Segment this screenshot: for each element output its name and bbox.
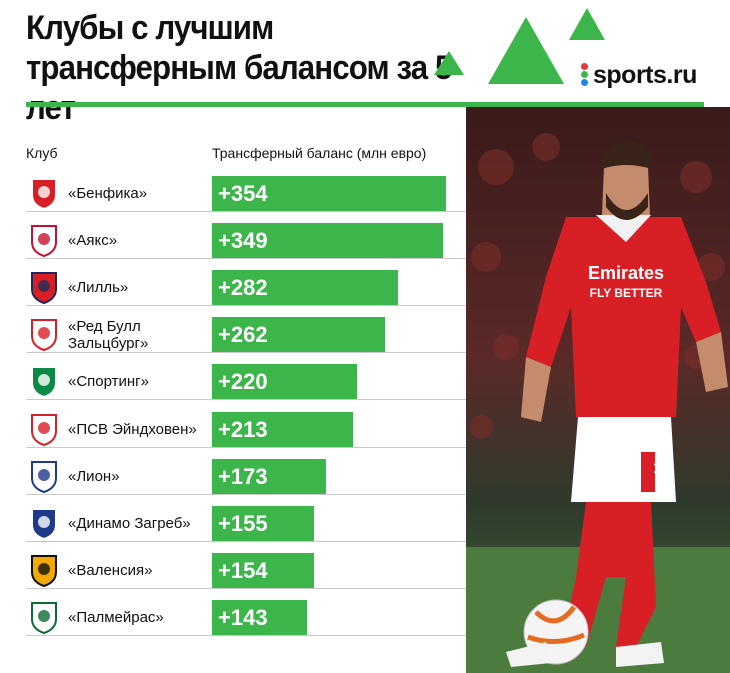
lille-logo-icon (26, 269, 62, 305)
chart-row: «Бенфика» +354 (26, 165, 466, 212)
shirt-sponsor-text: Emirates (588, 263, 664, 283)
brand-logo: sports.ru (580, 60, 697, 90)
chart-title: Клубы с лучшим трансферным балансом за 5… (26, 9, 452, 127)
ajax-logo-icon (26, 222, 62, 258)
chart-row: «Палмейрас» +143 (26, 589, 466, 636)
bar (212, 223, 443, 260)
club-name: «Бенфика» (68, 185, 147, 202)
row-divider (26, 540, 466, 542)
club-column-header: Клуб (26, 145, 58, 161)
benfica-logo-icon (26, 175, 62, 211)
row-divider (26, 446, 466, 448)
psv-logo-icon (26, 411, 62, 447)
bar (212, 317, 385, 354)
sporting-logo-icon (26, 363, 62, 399)
bar-value-label: +220 (218, 369, 268, 395)
row-divider (26, 493, 466, 495)
chart-row: «Ред Булл Зальцбург» +262 (26, 306, 466, 354)
club-name-line: «ПСВ Эйндховен» (68, 420, 197, 438)
bar (212, 599, 307, 636)
shorts-number-text: 14 (653, 460, 671, 477)
club-name-line: «Спортинг» (68, 373, 149, 391)
bar-value-label: +213 (218, 416, 268, 442)
bar-value-label: +282 (218, 275, 268, 301)
palmeiras-logo-icon (26, 599, 62, 635)
bar-value-label: +154 (218, 557, 268, 583)
row-divider (26, 399, 466, 401)
club-name: «Лилль» (68, 279, 128, 296)
bar (212, 364, 357, 401)
row-divider (26, 258, 466, 260)
club-name-line: «Лилль» (68, 279, 129, 297)
club-name-line: Зальцбург» (68, 335, 149, 353)
row-divider (26, 211, 466, 212)
triangle-decor-large (488, 17, 564, 84)
lyon-logo-icon (26, 458, 62, 494)
row-divider (26, 305, 466, 307)
balance-column-header: Трансферный баланс (млн евро) (212, 145, 427, 161)
player-photo-illustration: Emirates FLY BETTER 14 (466, 107, 730, 673)
club-name-line: «Лион» (68, 467, 120, 485)
triangle-decor-top (569, 8, 605, 40)
player-photo: Emirates FLY BETTER 14 (466, 107, 730, 673)
bar (212, 458, 326, 495)
club-name-line: «Аякс» (68, 232, 118, 250)
club-name: «Лион» (68, 468, 120, 485)
club-name: «Динамо Загреб» (68, 515, 191, 532)
brand-dots-icon (580, 62, 589, 88)
chart-row: «Лион» +173 (26, 448, 466, 495)
chart-row: «Лилль» +282 (26, 259, 466, 307)
chart-row: «Аякс» +349 (26, 212, 466, 260)
bar-value-label: +173 (218, 463, 268, 489)
salzburg-logo-icon (26, 316, 62, 352)
bar (212, 411, 353, 448)
club-name-line: «Валенсия» (68, 561, 153, 579)
club-name-line: «Бенфика» (68, 185, 148, 202)
bar-value-label: +262 (218, 322, 268, 348)
row-divider (26, 634, 466, 636)
bar-value-label: +354 (218, 181, 268, 206)
header-divider (26, 102, 704, 107)
club-name: «Аякс» (68, 232, 117, 249)
row-divider (26, 587, 466, 589)
triangle-decor-small (434, 51, 464, 75)
brand-name: sports.ru (593, 60, 697, 89)
shirt-slogan-text: FLY BETTER (590, 286, 663, 300)
chart-row: «Динамо Загреб» +155 (26, 495, 466, 542)
club-name-line: «Палмейрас» (68, 608, 164, 626)
club-name-line: «Динамо Загреб» (68, 514, 191, 532)
club-name-line: «Ред Булл (68, 318, 141, 336)
chart-row: «ПСВ Эйндховен» +213 (26, 401, 466, 448)
bar (212, 176, 446, 212)
bar (212, 552, 314, 589)
row-divider (26, 352, 466, 354)
valencia-logo-icon (26, 552, 62, 588)
chart-row: «Валенсия» +154 (26, 542, 466, 589)
bar-value-label: +143 (218, 604, 268, 630)
bar-value-label: +155 (218, 510, 268, 536)
chart-row: «Спортинг» +220 (26, 353, 466, 401)
bar (212, 270, 398, 307)
club-name: «Ред Булл Зальцбург» (68, 318, 148, 352)
bar (212, 505, 314, 542)
club-name: «ПСВ Эйндховен» (68, 421, 197, 438)
club-name: «Спортинг» (68, 373, 149, 390)
club-name: «Валенсия» (68, 562, 152, 579)
club-name: «Палмейрас» (68, 609, 164, 626)
dinamo-zagreb-logo-icon (26, 505, 62, 541)
bar-value-label: +349 (218, 228, 268, 254)
